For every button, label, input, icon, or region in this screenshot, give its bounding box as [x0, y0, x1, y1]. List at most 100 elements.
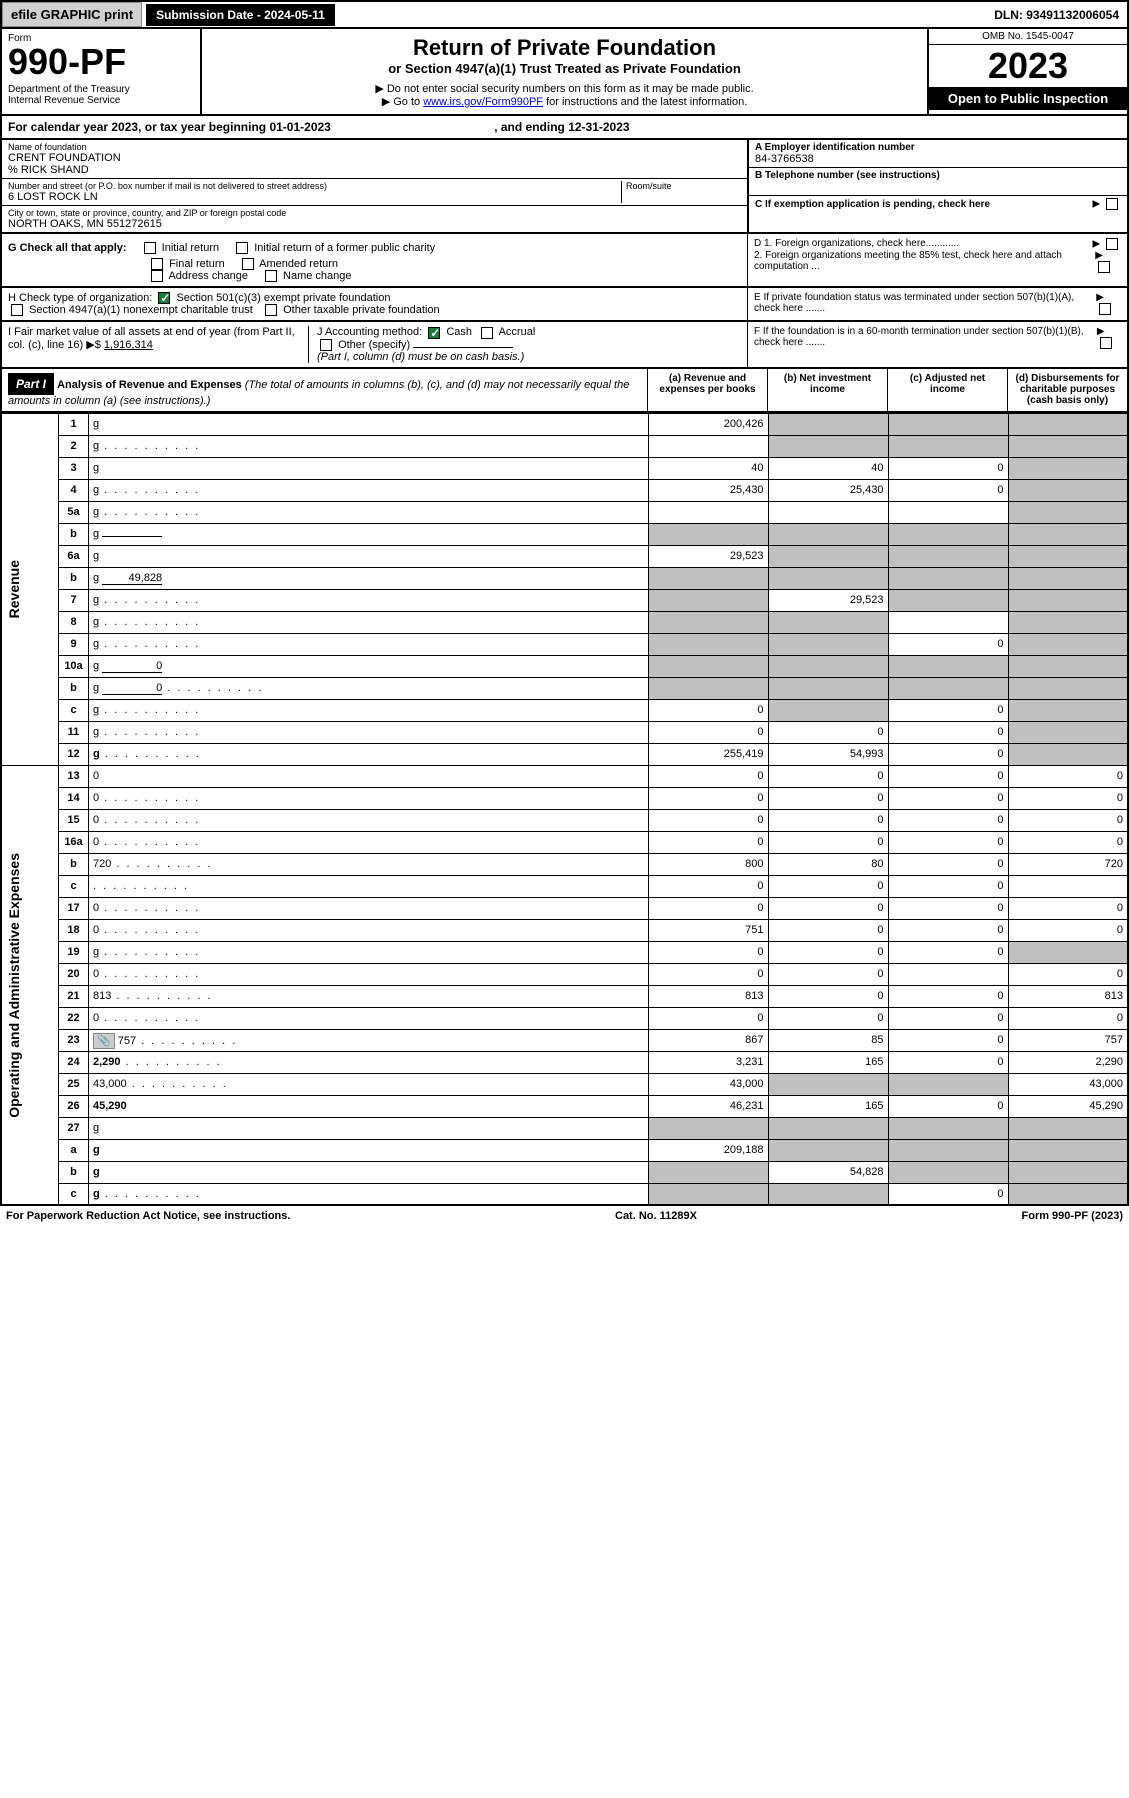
- cell-col-b: [768, 501, 888, 523]
- cell-col-b: [768, 1139, 888, 1161]
- department: Department of the Treasury Internal Reve…: [8, 84, 194, 106]
- line-number: 27: [59, 1117, 89, 1139]
- other-taxable-checkbox[interactable]: [265, 304, 277, 316]
- line-description: 0: [89, 831, 649, 853]
- foreign-org-checkbox[interactable]: [1106, 238, 1118, 250]
- line-number: 4: [59, 479, 89, 501]
- table-row: 4g25,43025,4300: [1, 479, 1128, 501]
- line-description: g: [89, 611, 649, 633]
- cell-col-c: 0: [888, 897, 1008, 919]
- cell-col-b: 40: [768, 457, 888, 479]
- cell-col-c: [888, 1139, 1008, 1161]
- 501c3-checkbox[interactable]: [158, 292, 170, 304]
- line-number: 12: [59, 743, 89, 765]
- cell-col-b: 0: [768, 721, 888, 743]
- other-method-checkbox[interactable]: [320, 339, 332, 351]
- cell-col-a: [648, 633, 768, 655]
- cell-col-d: 0: [1008, 963, 1128, 985]
- address-label: Number and street (or P.O. box number if…: [8, 181, 621, 191]
- line-description: g: [89, 1117, 649, 1139]
- line-description: 813: [89, 985, 649, 1007]
- table-row: 27g: [1, 1117, 1128, 1139]
- table-row: 23📎 757867850757: [1, 1029, 1128, 1051]
- cell-col-a: 0: [648, 1007, 768, 1029]
- table-row: 2645,29046,231165045,290: [1, 1095, 1128, 1117]
- 60month-checkbox[interactable]: [1100, 337, 1112, 349]
- cell-col-d: [1008, 633, 1128, 655]
- line-number: b: [59, 1161, 89, 1183]
- cell-col-a: [648, 1183, 768, 1205]
- initial-return-checkbox[interactable]: [144, 242, 156, 254]
- cell-col-b: 0: [768, 1007, 888, 1029]
- cell-col-b: [768, 655, 888, 677]
- table-row: Operating and Administrative Expenses130…: [1, 765, 1128, 787]
- cell-col-a: 0: [648, 897, 768, 919]
- paperwork-notice: For Paperwork Reduction Act Notice, see …: [6, 1210, 290, 1222]
- name-change-checkbox[interactable]: [265, 270, 277, 282]
- initial-former-checkbox[interactable]: [236, 242, 248, 254]
- efile-print-button[interactable]: efile GRAPHIC print: [2, 2, 142, 27]
- amended-checkbox[interactable]: [242, 258, 254, 270]
- foreign-85-checkbox[interactable]: [1098, 261, 1110, 273]
- cell-col-d: 43,000: [1008, 1073, 1128, 1095]
- form-subtitle: or Section 4947(a)(1) Trust Treated as P…: [208, 61, 921, 76]
- cell-col-c: [888, 655, 1008, 677]
- tax-year: 2023: [929, 45, 1127, 87]
- 4947-checkbox[interactable]: [11, 304, 23, 316]
- accrual-checkbox[interactable]: [481, 327, 493, 339]
- line-description: 0: [89, 963, 649, 985]
- line-number: 23: [59, 1029, 89, 1051]
- table-row: bg: [1, 523, 1128, 545]
- cell-col-a: 0: [648, 809, 768, 831]
- cell-col-b: 0: [768, 963, 888, 985]
- attach-icon[interactable]: 📎: [93, 1033, 115, 1049]
- table-row: ag209,188: [1, 1139, 1128, 1161]
- irs-link[interactable]: www.irs.gov/Form990PF: [423, 96, 543, 108]
- cell-col-d: [1008, 743, 1128, 765]
- line-number: b: [59, 567, 89, 589]
- line-number: 13: [59, 765, 89, 787]
- fmv-value: 1,916,314: [104, 339, 153, 351]
- cell-col-d: [1008, 501, 1128, 523]
- cell-col-a: [648, 611, 768, 633]
- line-number: 14: [59, 787, 89, 809]
- foundation-name-label: Name of foundation: [8, 142, 741, 152]
- exemption-pending-label: C If exemption application is pending, c…: [755, 199, 990, 210]
- table-row: b720800800720: [1, 853, 1128, 875]
- terminated-checkbox[interactable]: [1099, 303, 1111, 315]
- submission-date: Submission Date - 2024-05-11: [146, 4, 335, 26]
- cell-col-b: 0: [768, 787, 888, 809]
- address-change-checkbox[interactable]: [151, 270, 163, 282]
- cash-checkbox[interactable]: [428, 327, 440, 339]
- cell-col-a: 0: [648, 941, 768, 963]
- line-description: 45,290: [89, 1095, 649, 1117]
- cell-col-b: 0: [768, 831, 888, 853]
- cell-col-d: 0: [1008, 831, 1128, 853]
- cell-col-a: 0: [648, 963, 768, 985]
- cell-col-c: 0: [888, 875, 1008, 897]
- city-label: City or town, state or province, country…: [8, 208, 741, 218]
- line-description: 0: [89, 765, 649, 787]
- cell-col-a: 800: [648, 853, 768, 875]
- cell-col-c: 0: [888, 1007, 1008, 1029]
- final-return-checkbox[interactable]: [151, 258, 163, 270]
- line-number: 26: [59, 1095, 89, 1117]
- cell-col-b: [768, 1073, 888, 1095]
- cell-col-c: [888, 677, 1008, 699]
- cell-col-c: [888, 501, 1008, 523]
- line-description: g: [89, 743, 649, 765]
- phone-label: B Telephone number (see instructions): [755, 170, 1121, 181]
- cell-col-c: 0: [888, 743, 1008, 765]
- line-description: g: [89, 413, 649, 435]
- line-number: 16a: [59, 831, 89, 853]
- line-number: 18: [59, 919, 89, 941]
- cell-col-d: 813: [1008, 985, 1128, 1007]
- line-description: g 0: [89, 677, 649, 699]
- cell-col-b: 29,523: [768, 589, 888, 611]
- exemption-checkbox[interactable]: [1106, 198, 1118, 210]
- cell-col-b: [768, 567, 888, 589]
- cell-col-a: 200,426: [648, 413, 768, 435]
- cell-col-b: 0: [768, 985, 888, 1007]
- line-description: 0: [89, 897, 649, 919]
- cell-col-a: [648, 501, 768, 523]
